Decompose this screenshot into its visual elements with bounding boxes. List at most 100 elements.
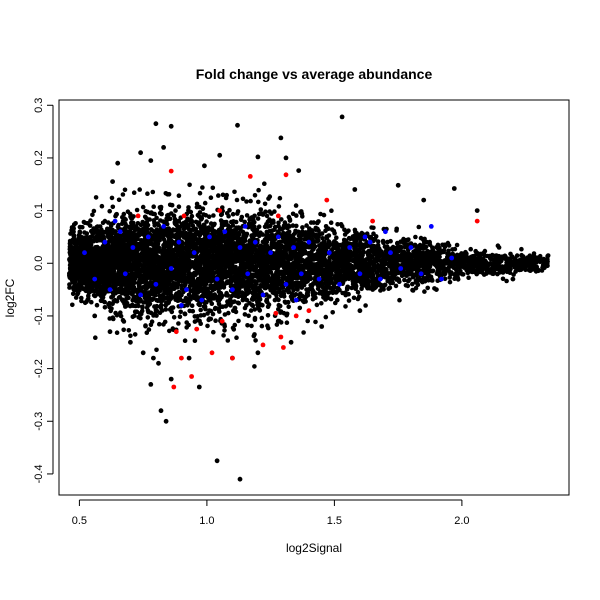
data-point (230, 211, 236, 217)
data-point (322, 239, 327, 244)
data-point (222, 328, 227, 333)
data-point (136, 314, 141, 320)
data-point (151, 218, 157, 223)
data-point (312, 277, 318, 282)
data-point (281, 289, 286, 295)
data-point (220, 205, 225, 210)
data-point (140, 305, 145, 310)
data-point (252, 193, 258, 198)
data-point (242, 231, 248, 237)
data-point (163, 307, 169, 312)
data-point (252, 267, 257, 273)
data-point (158, 305, 164, 311)
data-point (265, 219, 271, 224)
data-point (85, 221, 90, 226)
data-point (93, 335, 98, 341)
data-point (264, 213, 270, 219)
data-point (182, 311, 188, 317)
data-point (466, 275, 471, 281)
data-point (500, 270, 506, 275)
data-point (98, 298, 104, 304)
data-point (178, 309, 183, 315)
data-point (182, 338, 188, 344)
data-point (279, 217, 284, 222)
data-point (446, 248, 451, 254)
data-point (274, 322, 280, 327)
data-point (424, 268, 430, 274)
data-point (398, 270, 403, 275)
data-point (118, 310, 123, 316)
data-point (321, 212, 327, 218)
data-point (240, 196, 246, 202)
data-point (249, 323, 254, 329)
data-point (399, 244, 404, 250)
data-point (126, 328, 132, 333)
data-point (137, 187, 142, 192)
data-point (93, 195, 99, 200)
data-point (107, 208, 112, 214)
data-point (171, 315, 177, 320)
data-point (201, 222, 207, 228)
data-point (269, 211, 274, 216)
data-point (186, 208, 191, 213)
data-point (382, 282, 388, 288)
data-point (219, 294, 224, 300)
data-point (236, 318, 241, 324)
data-point (71, 284, 76, 290)
data-point (335, 246, 341, 252)
data-point (169, 295, 174, 300)
data-point (192, 319, 198, 324)
data-point (234, 225, 239, 230)
data-point (319, 231, 325, 236)
data-point (233, 309, 239, 315)
data-point (352, 285, 358, 291)
data-point (128, 333, 133, 339)
data-point (351, 295, 357, 301)
data-point (242, 219, 247, 225)
data-point (134, 207, 140, 213)
data-point (248, 198, 253, 204)
data-point (246, 290, 251, 295)
data-point (254, 227, 260, 233)
data-point (265, 304, 271, 310)
data-point (260, 303, 265, 308)
data-point (197, 318, 202, 324)
data-point (173, 208, 178, 213)
data-point (317, 243, 322, 248)
data-point (124, 296, 129, 302)
data-point (265, 323, 270, 329)
data-point (468, 246, 474, 252)
data-point (365, 243, 370, 249)
data-point (71, 229, 76, 234)
data-point (150, 189, 156, 195)
data-point (413, 285, 419, 291)
data-point (132, 313, 137, 319)
data-point (200, 185, 205, 190)
data-point (197, 204, 202, 210)
data-point (265, 313, 271, 318)
data-point (208, 316, 214, 322)
data-point (113, 310, 118, 316)
data-point (90, 212, 95, 218)
data-point (344, 285, 350, 291)
data-point (218, 230, 224, 236)
data-point (94, 302, 100, 308)
data-point (276, 230, 282, 235)
data-point (418, 278, 424, 284)
data-point (244, 199, 249, 204)
data-point (188, 288, 194, 294)
data-point (120, 192, 126, 197)
data-point (324, 235, 330, 241)
data-point (346, 298, 352, 303)
data-point (301, 330, 306, 335)
data-point (334, 235, 339, 240)
data-point (183, 258, 189, 264)
data-point (405, 283, 411, 289)
data-point (95, 224, 100, 229)
data-point (339, 223, 345, 229)
data-point (108, 223, 114, 228)
data-point (252, 364, 257, 369)
data-point (364, 284, 370, 290)
data-point (454, 242, 460, 248)
